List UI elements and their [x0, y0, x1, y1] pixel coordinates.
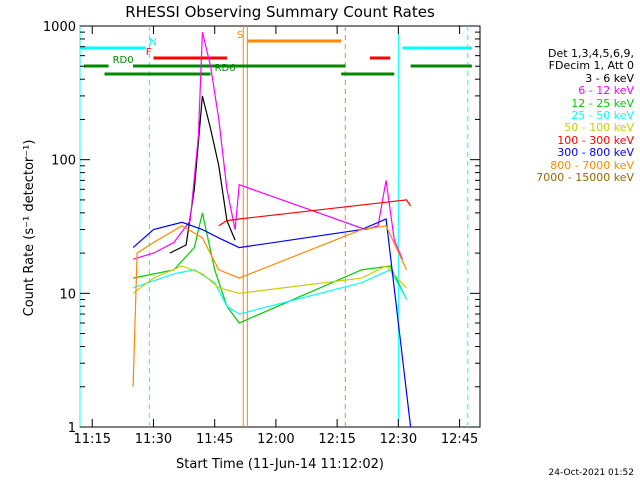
axis-ticks: 11:15 11:30 11:45 12:00 12:15 12:30 12:45 1 10 10… [43, 20, 480, 447]
x-tick-label-3: 12:00 [257, 432, 294, 447]
x-tick-label-0: 11:15 [74, 432, 111, 447]
series-lines [132, 31, 412, 428]
legend-entry-2: 12 - 25 keV [571, 96, 634, 110]
legend-entry-1: 6 - 12 keV [578, 84, 634, 98]
legend: Det 1,3,4,5,6,9, FDecim 1, Att 0 3 - 6 k… [536, 47, 634, 185]
footer-timestamp: 24-Oct-2021 01:52 [548, 468, 634, 478]
y-tick-label-0: 1 [68, 421, 76, 436]
series-line-4 [132, 265, 407, 294]
y-tick-label-2: 100 [51, 154, 76, 169]
flag-label-F: F [146, 47, 152, 58]
legend-entry-4: 50 - 100 keV [564, 121, 634, 135]
series-line-5 [218, 199, 412, 227]
series-line-7 [132, 225, 408, 387]
legend-entry-3: 25 - 50 keV [571, 109, 634, 123]
y-tick-label-3: 1000 [43, 20, 76, 35]
flag-label-RD6: RD6 [215, 63, 236, 74]
x-tick-label-2: 11:45 [196, 432, 233, 447]
series-line-3 [132, 269, 408, 315]
plot-frame [79, 25, 481, 428]
legend-entry-5: 100 - 300 keV [557, 133, 634, 147]
legend-entry-8: 7000 - 15000 keV [536, 171, 634, 185]
x-tick-label-5: 12:30 [380, 432, 417, 447]
x-tick-label-1: 11:30 [135, 432, 172, 447]
flag-label-N: N [149, 37, 156, 48]
legend-entry-7: 800 - 7000 keV [550, 158, 634, 172]
y-axis-label: Count Rate (s⁻¹ detector⁻¹) [22, 140, 37, 317]
vertical-markers [79, 26, 469, 427]
series-line-6 [132, 218, 412, 428]
legend-header-line-2: FDecim 1, Att 0 [548, 59, 634, 73]
legend-entry-6: 300 - 800 keV [557, 146, 634, 160]
flag-bars: NF S RD0 RD6 [80, 30, 472, 76]
x-tick-label-4: 12:15 [318, 432, 355, 447]
series-line-0 [169, 95, 236, 254]
legend-header-line-1: Det 1,3,4,5,6,9, [547, 47, 634, 60]
chart-title: RHESSI Observing Summary Count Rates [125, 3, 435, 21]
x-tick-label-6: 12:45 [441, 432, 478, 447]
legend-entry-0: 3 - 6 keV [585, 71, 634, 85]
x-axis-label: Start Time (11-Jun-14 11:12:02) [176, 457, 384, 472]
flag-label-S: S [237, 30, 243, 41]
y-tick-label-1: 10 [59, 287, 76, 302]
flag-label-RD0: RD0 [113, 55, 134, 66]
